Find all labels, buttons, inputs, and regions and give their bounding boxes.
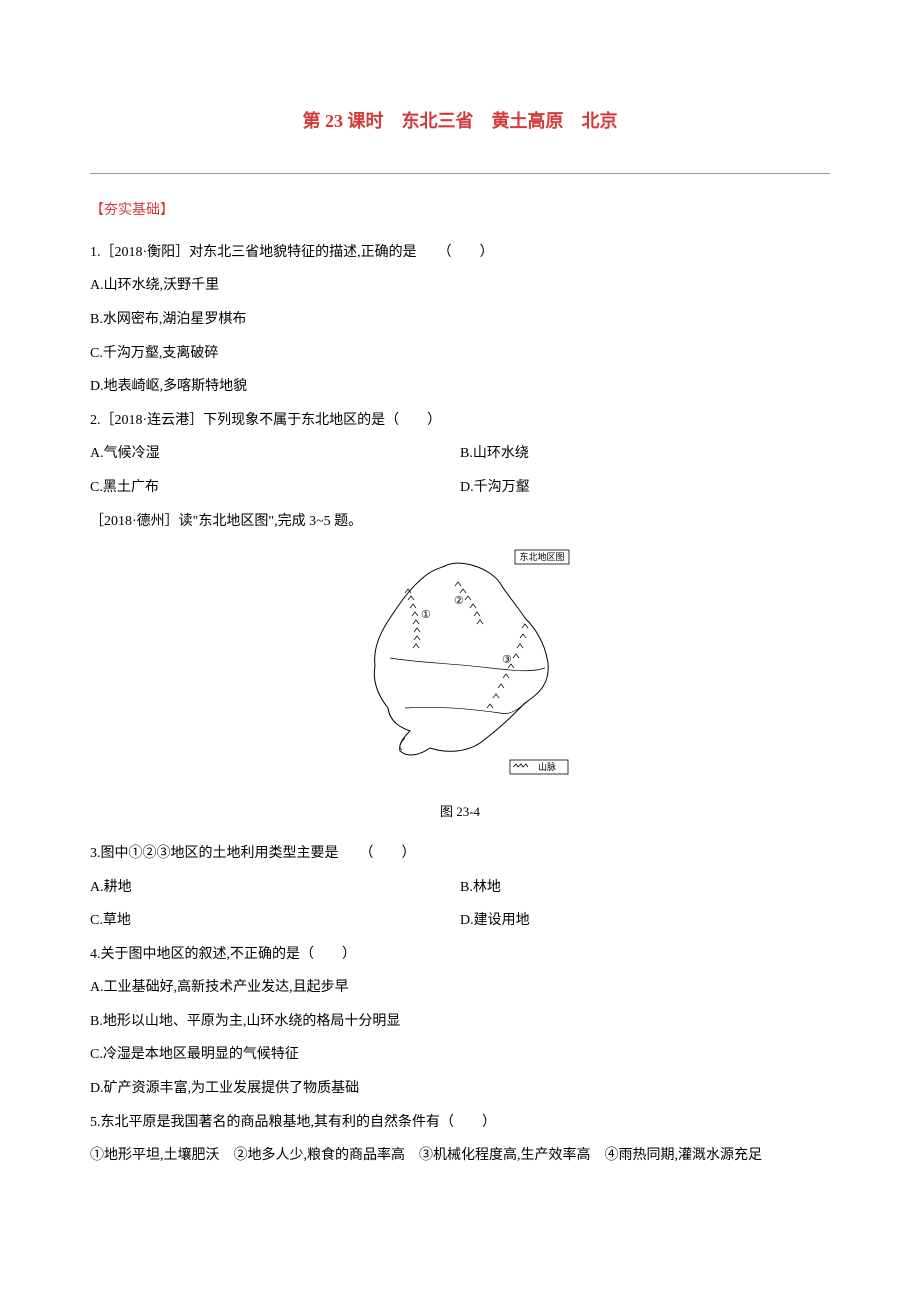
q1-stem: 1.［2018·衡阳］对东北三省地貌特征的描述,正确的是 （ ）: [90, 236, 830, 270]
q1-option-d: D.地表崎岖,多喀斯特地貌: [90, 370, 830, 404]
q4-option-c: C.冷湿是本地区最明显的气候特征: [90, 1038, 830, 1072]
figure-caption: 图 23-4: [90, 796, 830, 827]
q5-conditions: ①地形平坦,土壤肥沃 ②地多人少,粮食的商品率高 ③机械化程度高,生产效率高 ④…: [90, 1139, 830, 1173]
q2-option-d: D.千沟万壑: [460, 471, 830, 505]
q2-stem: 2.［2018·连云港］下列现象不属于东北地区的是（ ）: [90, 404, 830, 438]
figure-23-4: 东北地区图 山脉 ① ② ③ 图 23-4: [90, 548, 830, 827]
map-label-bottom: 山脉: [538, 761, 556, 772]
q4-option-b: B.地形以山地、平原为主,山环水绕的格局十分明显: [90, 1005, 830, 1039]
q4-stem: 4.关于图中地区的叙述,不正确的是（ ）: [90, 938, 830, 972]
q3-stem: 3.图中①②③地区的土地利用类型主要是 （ ）: [90, 837, 830, 871]
q3-options: A.耕地 B.林地 C.草地 D.建设用地: [90, 871, 830, 938]
mark-3: ③: [502, 654, 512, 666]
q1-option-b: B.水网密布,湖泊星罗棋布: [90, 303, 830, 337]
q5-stem: 5.东北平原是我国著名的商品粮基地,其有利的自然条件有（ ）: [90, 1106, 830, 1140]
section-header: 【夯实基础】: [90, 194, 830, 228]
mark-1: ①: [421, 609, 431, 621]
q2-option-b: B.山环水绕: [460, 437, 830, 471]
mark-2: ②: [454, 595, 464, 607]
q1-option-c: C.千沟万壑,支离破碎: [90, 337, 830, 371]
q2-option-a: A.气候冷湿: [90, 437, 460, 471]
q3-option-a: A.耕地: [90, 871, 460, 905]
context-3-5: ［2018·德州］读"东北地区图",完成 3~5 题。: [90, 505, 830, 539]
q1-option-a: A.山环水绕,沃野千里: [90, 269, 830, 303]
divider: [90, 173, 830, 174]
q3-option-c: C.草地: [90, 904, 460, 938]
q3-option-b: B.林地: [460, 871, 830, 905]
q4-option-a: A.工业基础好,高新技术产业发达,且起步早: [90, 971, 830, 1005]
q2-option-c: C.黑土广布: [90, 471, 460, 505]
q2-options: A.气候冷湿 B.山环水绕 C.黑土广布 D.千沟万壑: [90, 437, 830, 504]
map-svg: 东北地区图 山脉 ① ② ③: [350, 548, 570, 778]
map-label-top: 东北地区图: [519, 551, 564, 562]
q3-option-d: D.建设用地: [460, 904, 830, 938]
page-title: 第 23 课时 东北三省 黄土高原 北京: [90, 100, 830, 143]
q4-option-d: D.矿产资源丰富,为工业发展提供了物质基础: [90, 1072, 830, 1106]
